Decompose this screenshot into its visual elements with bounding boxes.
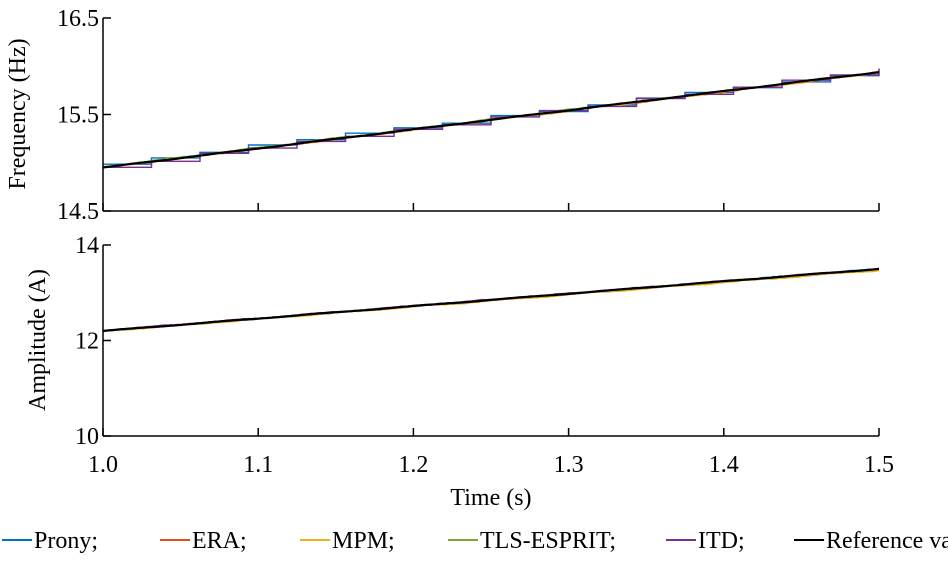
amp-y-tick-label: 14 (75, 233, 99, 259)
x-tick-label: 1.4 (709, 452, 739, 478)
frequency-y-ticks: 14.5 15.5 16.5 (57, 6, 111, 225)
legend-label: Prony; (34, 528, 98, 554)
x-tick-label: 1.0 (88, 452, 118, 478)
frequency-series-group (102, 68, 880, 169)
x-tick-label: 1.2 (398, 452, 428, 478)
x-axis-label: Time (s) (450, 485, 531, 511)
amplitude-x-ticks: 1.0 1.1 1.2 1.3 1.4 1.5 (88, 428, 894, 478)
frequency-y-axis-label: Frequency (Hz) (5, 38, 31, 189)
freq-y-tick-label: 15.5 (57, 103, 99, 129)
amplitude-y-ticks: 10 12 14 (75, 233, 111, 450)
legend-label: MPM; (332, 528, 395, 554)
amplitude-y-axis-label: Amplitude (A) (25, 269, 51, 411)
freq-series-reference-value (102, 71, 880, 169)
legend-label: TLS-ESPRIT; (480, 528, 616, 554)
x-tick-label: 1.5 (864, 452, 894, 478)
freq-y-tick-label: 16.5 (57, 6, 99, 32)
amp-y-tick-label: 10 (75, 424, 99, 450)
frequency-panel: 14.5 15.5 16.5 Frequency (Hz) (5, 6, 880, 225)
amp-series-reference-value (102, 267, 880, 333)
x-tick-label: 1.3 (554, 452, 584, 478)
amp-y-tick-label: 12 (75, 329, 99, 355)
legend-label: ITD; (698, 528, 745, 554)
legend-label: Reference value (826, 528, 948, 554)
legend: Prony; ERA; MPM; TLS-ESPRIT; ITD; Reference v… (2, 528, 948, 554)
amplitude-series-group (102, 267, 880, 333)
x-tick-label: 1.1 (243, 452, 273, 478)
frequency-x-ticks (102, 203, 880, 211)
legend-label: ERA; (192, 528, 247, 554)
freq-y-tick-label: 14.5 (57, 199, 99, 225)
